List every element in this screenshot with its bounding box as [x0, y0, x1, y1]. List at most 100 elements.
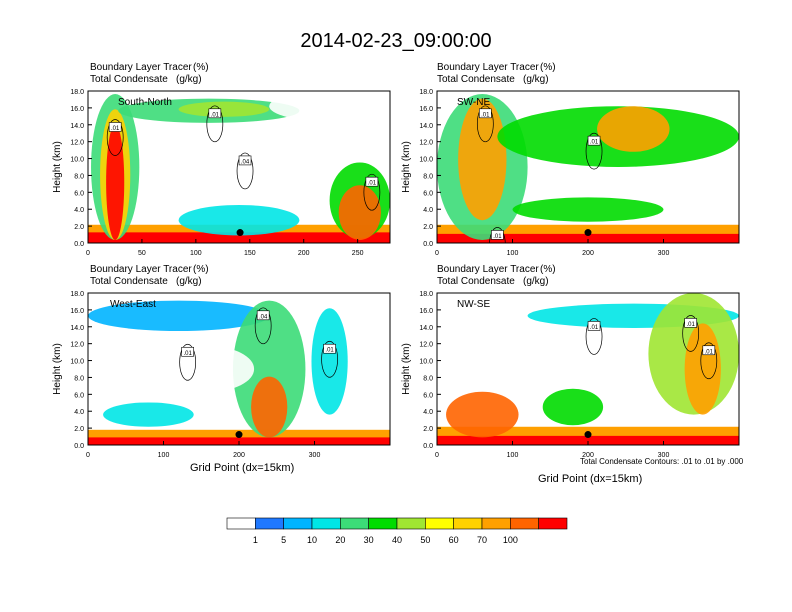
- panel-header-south-north: Boundary Layer Tracer Total Condensate (…: [90, 62, 209, 86]
- header-condensate-label: Total Condensate: [437, 74, 515, 85]
- contour-label: .04: [241, 159, 250, 165]
- y-tick-label: 2.0: [423, 426, 433, 433]
- x-tick-label: 200: [298, 250, 310, 257]
- y-tick-label: 10.0: [70, 359, 84, 366]
- x-axis-label-left: Grid Point (dx=15km): [190, 462, 295, 474]
- y-tick-label: 16.0: [419, 308, 433, 315]
- panel-name: West-East: [110, 299, 156, 310]
- header-unit-gkg: (g/kg): [523, 276, 549, 287]
- y-tick-label: 0.0: [74, 443, 84, 450]
- x-tick-label: 300: [309, 452, 321, 459]
- y-tick-label: 4.0: [423, 409, 433, 416]
- header-tracer-label: Boundary Layer Tracer: [90, 264, 192, 275]
- x-tick-label: 200: [582, 250, 594, 257]
- location-marker: [236, 229, 244, 237]
- x-tick-label: 300: [658, 250, 670, 257]
- header-unit-percent: (%): [193, 264, 209, 275]
- panel-header-nw-se: Boundary Layer Tracer Total Condensate (…: [437, 264, 556, 288]
- tracer-band: [437, 435, 739, 445]
- x-axis-label-right: Grid Point (dx=15km): [538, 473, 643, 485]
- x-tick-label: 100: [158, 452, 170, 459]
- colorbar-swatch: [368, 517, 398, 530]
- x-tick-label: 0: [435, 452, 439, 459]
- x-tick-label: 100: [507, 250, 519, 257]
- y-tick-label: 4.0: [74, 207, 84, 214]
- y-tick-label: 8.0: [423, 173, 433, 180]
- x-tick-label: 100: [507, 452, 519, 459]
- contour-label-box: [208, 108, 222, 119]
- panel-nw-se: 0.0 2.0 4.0 6.0 8.0 10.0 12.0 14.0 16.0 18.0 0 100 2…: [401, 291, 740, 459]
- y-tick-label: 6.0: [423, 392, 433, 399]
- tracer-band: [88, 232, 390, 243]
- tracer-region: [311, 308, 348, 415]
- location-marker: [584, 229, 592, 237]
- plot-frame: [87, 90, 391, 244]
- y-tick-label: 4.0: [423, 207, 433, 214]
- colorbar-label: 30: [364, 535, 374, 545]
- contour-label: .01: [111, 126, 120, 132]
- y-tick-label: 12.0: [419, 342, 433, 349]
- tracer-region: [88, 300, 270, 331]
- contour-label: .01: [687, 322, 696, 328]
- y-tick-label: 12.0: [419, 140, 433, 147]
- storm-field: [88, 293, 390, 445]
- y-axis-label: Height (km): [52, 141, 63, 193]
- header-tracer-label: Boundary Layer Tracer: [90, 62, 192, 73]
- y-tick-label: 14.0: [419, 325, 433, 332]
- colorbar-swatch: [255, 517, 284, 530]
- page-title: 2014-02-23_09:00:00: [300, 30, 492, 52]
- tracer-region: [597, 106, 670, 152]
- contour-label-box: [181, 346, 194, 357]
- contour-label: .01: [481, 112, 490, 118]
- y-tick-label: 14.0: [70, 123, 84, 130]
- tracer-region: [648, 163, 739, 201]
- y-tick-label: 18.0: [70, 89, 84, 96]
- colorbar-label: 70: [477, 535, 487, 545]
- y-tick-label: 2.0: [74, 224, 84, 231]
- header-tracer-label: Boundary Layer Tracer: [437, 62, 539, 73]
- header-unit-percent: (%): [540, 62, 556, 73]
- y-tick-label: 8.0: [423, 375, 433, 382]
- y-tick-label: 10.0: [419, 157, 433, 164]
- y-tick-label: 10.0: [419, 359, 433, 366]
- tracer-region: [232, 300, 306, 438]
- y-tick-label: 6.0: [74, 392, 84, 399]
- y-tick-label: 16.0: [419, 106, 433, 113]
- condensate-contour: [489, 227, 506, 243]
- tracer-region: [251, 376, 288, 438]
- header-unit-percent: (%): [540, 264, 556, 275]
- y-tick-label: 6.0: [423, 190, 433, 197]
- y-tick-label: 0.0: [423, 241, 433, 248]
- colorbar-swatch: [538, 517, 568, 530]
- condensate-contour: [206, 105, 224, 143]
- y-tick-label: 6.0: [74, 190, 84, 197]
- header-unit-gkg: (g/kg): [176, 74, 202, 85]
- colorbar-label: 60: [449, 535, 459, 545]
- y-tick-label: 18.0: [419, 89, 433, 96]
- location-marker: [235, 431, 243, 439]
- condensate-contour: [179, 343, 197, 381]
- tracer-region: [163, 346, 255, 392]
- tracer-region: [458, 98, 507, 221]
- y-axis-label: Height (km): [401, 343, 412, 395]
- y-tick-label: 14.0: [70, 325, 84, 332]
- x-tick-label: 200: [233, 452, 245, 459]
- header-unit-percent: (%): [193, 62, 209, 73]
- panel-header-west-east: Boundary Layer Tracer Total Condensate (…: [90, 264, 209, 288]
- colorbar-swatch: [425, 517, 454, 530]
- colorbar-swatch: [453, 517, 483, 530]
- condensate-contour: [700, 342, 718, 380]
- condensate-contour: [585, 318, 603, 355]
- contour-label-box: [323, 343, 336, 354]
- condensate-contour: [236, 152, 254, 190]
- contour-label-box: [587, 135, 601, 146]
- colorbar-swatch: [481, 517, 511, 530]
- y-tick-label: 14.0: [419, 123, 433, 130]
- contour-label-box: [365, 176, 379, 187]
- tracer-region: [684, 323, 721, 415]
- colorbar-label: 5: [281, 535, 286, 545]
- y-tick-label: 10.0: [70, 157, 84, 164]
- colorbar-label: 1: [253, 535, 258, 545]
- condensate-contour: [585, 132, 603, 170]
- tracer-region: [527, 167, 649, 198]
